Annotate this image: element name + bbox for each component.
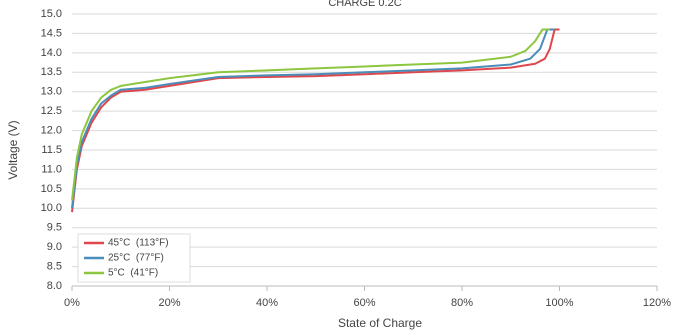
- legend: 45°C (113°F) 25°C (77°F) 5°C (41°F): [77, 233, 191, 283]
- y-tick-label: 11.5: [41, 144, 62, 156]
- x-tick-label: 60%: [353, 297, 375, 309]
- x-tick-label: 40%: [256, 297, 278, 309]
- y-tick-label: 9.0: [47, 241, 62, 253]
- y-axis-label: Voltage (V): [6, 120, 20, 179]
- y-tick-label: 8.0: [47, 280, 62, 292]
- x-tick-label: 80%: [451, 297, 473, 309]
- y-tick-label: 15.0: [41, 8, 62, 20]
- y-tick-label: 10.0: [41, 202, 62, 214]
- y-tick-label: 13.5: [41, 66, 62, 78]
- legend-label: 45°C (113°F): [108, 238, 169, 249]
- chart-title: CHARGE 0.2C: [328, 0, 401, 9]
- series-line: [71, 28, 550, 201]
- y-tick-label: 8.5: [47, 260, 62, 272]
- x-tick-label: 20%: [158, 297, 180, 309]
- y-tick-label: 12.5: [41, 105, 62, 117]
- legend-label: 5°C (41°F): [108, 268, 158, 279]
- y-tick-label: 9.5: [47, 222, 62, 234]
- y-tick-label: 12.0: [41, 124, 62, 136]
- y-tick-label: 10.5: [41, 183, 62, 195]
- y-tick-label: 14.5: [41, 27, 62, 39]
- legend-label: 25°C (77°F): [108, 253, 164, 264]
- x-tick-label: 120%: [643, 297, 671, 309]
- x-tick-label: 0%: [64, 297, 80, 309]
- series-line: [71, 28, 555, 209]
- series-line: [71, 28, 560, 213]
- y-tick-label: 14.0: [41, 47, 62, 59]
- y-tick-label: 13.0: [41, 86, 62, 98]
- y-tick-label: 11.0: [41, 163, 62, 175]
- x-axis-label: State of Charge: [338, 316, 422, 330]
- x-tick-label: 100%: [545, 297, 573, 309]
